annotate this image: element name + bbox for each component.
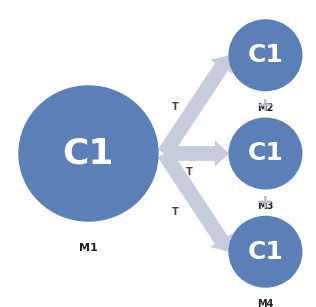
- Text: M3: M3: [257, 201, 274, 211]
- Text: T: T: [172, 103, 179, 112]
- Text: C1: C1: [63, 137, 114, 170]
- Text: T: T: [186, 167, 193, 177]
- Text: M1: M1: [79, 243, 98, 253]
- Circle shape: [19, 86, 158, 221]
- Text: +: +: [257, 96, 274, 115]
- Text: T: T: [172, 207, 179, 217]
- Text: +: +: [257, 193, 274, 212]
- Circle shape: [229, 216, 302, 287]
- FancyArrow shape: [164, 141, 229, 166]
- Circle shape: [229, 118, 302, 189]
- Text: C1: C1: [247, 240, 283, 264]
- Circle shape: [229, 20, 302, 91]
- FancyArrow shape: [158, 150, 233, 252]
- FancyArrow shape: [158, 55, 233, 157]
- Text: C1: C1: [247, 43, 283, 67]
- Text: M2: M2: [257, 103, 274, 113]
- Text: C1: C1: [247, 142, 283, 165]
- Text: M4: M4: [257, 299, 274, 307]
